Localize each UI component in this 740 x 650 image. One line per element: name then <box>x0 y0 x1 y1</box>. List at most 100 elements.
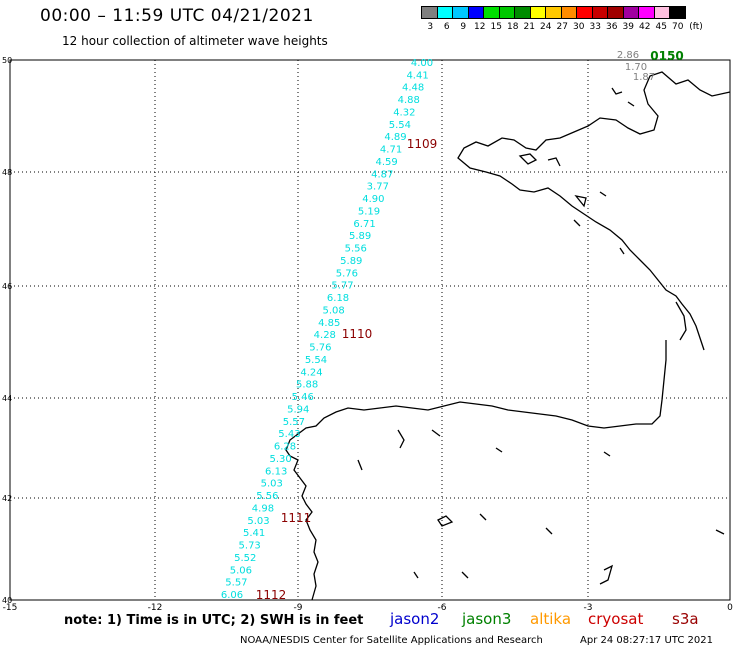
wave-height-value: 5.56 <box>256 491 278 502</box>
wave-height-values: 4.004.414.484.884.325.544.894.714.594.87… <box>221 58 433 601</box>
axis-labels: 50 48 46 44 42 40-15 -12 -9 -6 -3 0 <box>2 56 733 613</box>
gray-wave-height-value: 1.87 <box>633 72 655 83</box>
map-frame <box>9 59 731 601</box>
lon-label: -3 <box>584 603 593 613</box>
legend-label: 36 <box>606 22 618 32</box>
coastline <box>285 71 731 601</box>
lat-label: 46 <box>2 282 12 291</box>
units-note: note: 1) Time is in UTC; 2) SWH is in fe… <box>64 613 364 628</box>
legend-label: (ft) <box>689 22 703 32</box>
legend-label: 39 <box>622 22 634 32</box>
lat-label: 44 <box>2 394 12 403</box>
track-time-label: 0150 <box>650 49 683 63</box>
wave-height-value: 5.30 <box>269 454 291 465</box>
map-title: 00:00 – 11:59 UTC 04/21/2021 <box>40 6 314 26</box>
wave-height-value: 4.28 <box>314 330 336 341</box>
wave-height-value: 4.87 <box>371 169 393 180</box>
track-time-label: 1110 <box>342 327 373 341</box>
legend-label: 3 <box>427 22 434 32</box>
wave-height-value: 4.41 <box>406 70 428 81</box>
wave-height-value: 5.76 <box>336 268 358 279</box>
track-time-label: 1109 <box>407 137 438 151</box>
legend-label: 27 <box>556 22 568 32</box>
wave-height-value: 4.24 <box>300 367 322 378</box>
lon-label: 0 <box>727 603 733 613</box>
wave-height-value: 5.57 <box>283 417 305 428</box>
legend-label: 21 <box>523 22 535 32</box>
wave-height-value: 5.88 <box>296 380 318 391</box>
wave-height-value: 5.03 <box>261 479 283 490</box>
wave-height-value: 5.54 <box>305 355 327 366</box>
wave-height-value: 4.48 <box>402 83 424 94</box>
wave-height-value: 6.28 <box>274 442 296 453</box>
wave-height-value: 5.41 <box>243 528 265 539</box>
legend-label: 6 <box>443 22 450 32</box>
satellite-legend-item: cryosat <box>588 610 644 628</box>
wave-height-value: 5.73 <box>239 541 261 552</box>
wave-height-value: 4.90 <box>362 194 384 205</box>
wave-height-value: 5.52 <box>234 553 256 564</box>
satellite-legend-item: s3a <box>672 610 699 628</box>
satellite-legend-item: jason2 <box>390 610 440 628</box>
legend-label: 24 <box>540 22 552 32</box>
wave-height-value: 6.13 <box>265 466 287 477</box>
lat-label: 42 <box>2 494 12 503</box>
wave-height-value: 5.56 <box>345 244 367 255</box>
wave-height-value: 4.88 <box>398 95 420 106</box>
track-time-labels: 1109 1110 1111 1112 0150 <box>256 49 684 602</box>
wave-height-value: 5.19 <box>358 206 380 217</box>
wave-height-value: 5.89 <box>349 231 371 242</box>
legend-label: 45 <box>655 22 667 32</box>
legend-label: 9 <box>460 22 467 32</box>
satellite-legend-item: jason3 <box>462 610 512 628</box>
wave-height-value: 5.89 <box>340 256 362 267</box>
wave-height-value: 4.98 <box>252 503 274 514</box>
legend-label: 33 <box>589 22 601 32</box>
wave-height-value: 4.71 <box>380 145 402 156</box>
satellite-legend-item: altika <box>530 610 572 628</box>
lat-lon-grid <box>10 60 730 600</box>
wave-height-value: 5.77 <box>331 281 353 292</box>
wave-height-value: 5.94 <box>287 404 309 415</box>
wave-height-value: 5.46 <box>292 392 314 403</box>
lat-label: 48 <box>2 168 12 177</box>
legend-label: 18 <box>507 22 519 32</box>
gray-wave-height-values: 2.861.701.87 <box>617 50 655 83</box>
generation-timestamp: Apr 24 08:27:17 UTC 2021 <box>580 635 713 646</box>
wave-height-value: 5.57 <box>225 578 247 589</box>
wave-height-value: 4.32 <box>393 107 415 118</box>
wave-height-value: 6.71 <box>353 219 375 230</box>
gray-wave-height-value: 1.70 <box>625 62 647 73</box>
legend-label: 42 <box>639 22 651 32</box>
wave-height-value: 4.85 <box>318 318 340 329</box>
gray-wave-height-value: 2.86 <box>617 50 639 61</box>
color-legend-labels: 3 6 9 12 15 18 21 24 27 30 33 36 39 42 45 70 (ft) <box>422 22 706 32</box>
wave-height-value: 5.43 <box>278 429 300 440</box>
lon-label: -6 <box>438 603 447 613</box>
wave-height-value: 5.06 <box>230 565 252 576</box>
credit-line: NOAA/NESDIS Center for Satellite Applica… <box>240 635 543 646</box>
lat-label: 40 <box>2 596 12 605</box>
wave-height-value: 5.54 <box>389 120 411 131</box>
track-time-label: 1112 <box>256 588 287 602</box>
track-time-label: 1111 <box>281 511 312 525</box>
lat-label: 50 <box>2 56 12 65</box>
wave-height-value: 6.06 <box>221 590 243 601</box>
legend-label: 12 <box>474 22 486 32</box>
wave-height-value: 3.77 <box>367 182 389 193</box>
wave-height-value: 5.03 <box>247 516 269 527</box>
color-legend <box>421 6 686 19</box>
lon-label: -9 <box>294 603 303 613</box>
wave-height-value: 5.76 <box>309 343 331 354</box>
legend-label: 30 <box>573 22 585 32</box>
wave-height-value: 5.08 <box>322 305 344 316</box>
wave-height-value: 4.00 <box>411 58 433 69</box>
legend-swatch <box>669 6 686 19</box>
legend-label: 15 <box>490 22 502 32</box>
lon-label: -15 <box>3 603 18 613</box>
map-subtitle: 12 hour collection of altimeter wave hei… <box>62 34 328 48</box>
wave-height-value: 4.89 <box>384 132 406 143</box>
legend-label: 70 <box>672 22 684 32</box>
wave-height-value: 6.18 <box>327 293 349 304</box>
